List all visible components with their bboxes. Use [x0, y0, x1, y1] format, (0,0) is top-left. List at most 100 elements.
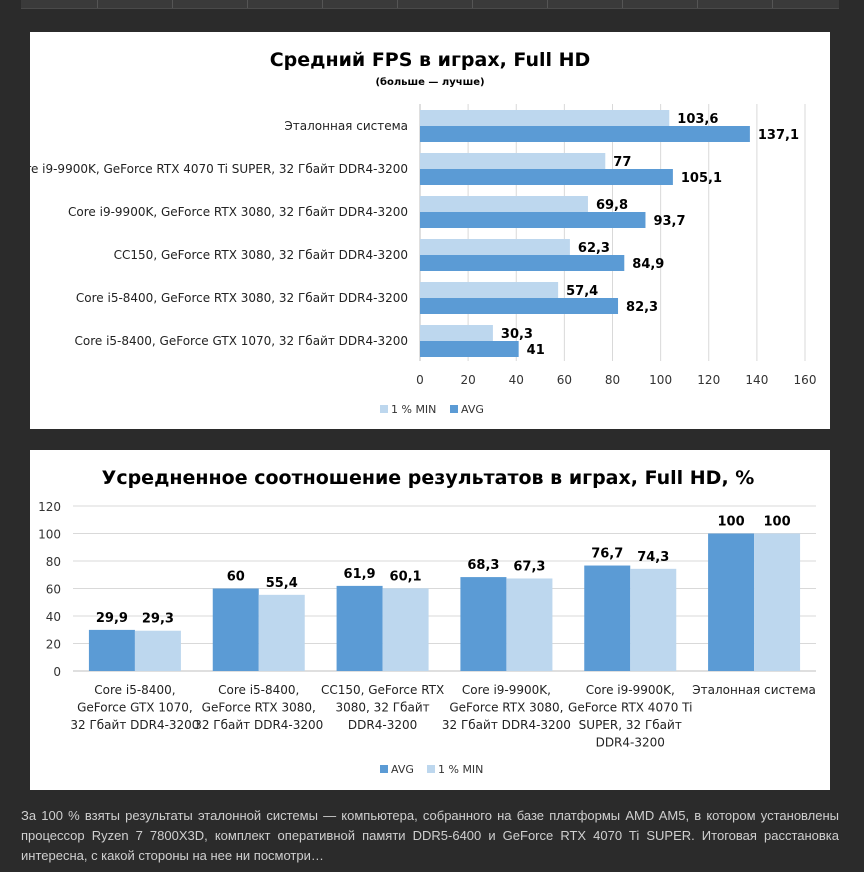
- category-label: Core i5-8400, GeForce GTX 1070, 32 Гбайт…: [74, 334, 408, 348]
- category-label: Core i9-9900K, GeForce RTX 4070 Ti SUPER…: [30, 162, 408, 176]
- bar-min: [420, 239, 570, 255]
- chart-subtitle: (больше — лучше): [375, 76, 484, 88]
- legend-swatch: [427, 765, 435, 773]
- bar-min: [630, 568, 677, 671]
- strip-separator: [622, 0, 623, 8]
- legend-label: 1 % MIN: [438, 763, 483, 776]
- bar-avg: [420, 169, 673, 185]
- x-tick-label: 80: [605, 373, 620, 387]
- x-tick-label: 160: [794, 373, 817, 387]
- chart-title: Средний FPS в играх, Full HD: [270, 49, 591, 71]
- strip-separator: [247, 0, 248, 8]
- y-tick-label: 120: [38, 500, 61, 514]
- bar-min: [134, 630, 181, 671]
- ratio-chart-panel: Усредненное соотношение результатов в иг…: [30, 450, 830, 790]
- data-label: 57,4: [566, 284, 598, 299]
- ratio-bar-chart: Усредненное соотношение результатов в иг…: [38, 467, 816, 776]
- x-tick-label: 140: [745, 373, 768, 387]
- data-label: 100: [764, 515, 791, 530]
- strip-separator: [172, 0, 173, 8]
- category-label-line: DDR4-3200: [596, 736, 665, 750]
- x-tick-label: 60: [557, 373, 572, 387]
- legend-label: AVG: [391, 763, 414, 776]
- data-label: 84,9: [632, 257, 664, 272]
- bar-avg: [336, 585, 383, 671]
- bar-avg: [708, 533, 755, 671]
- category-label: Core i5-8400, GeForce RTX 3080, 32 Гбайт…: [76, 291, 408, 305]
- category-label-line: Core i9-9900K,: [586, 683, 675, 697]
- strip-separator: [772, 0, 773, 8]
- category-label-line: Эталонная система: [692, 683, 816, 697]
- data-label: 103,6: [677, 112, 718, 127]
- category-label-line: 32 Гбайт DDR4-3200: [442, 718, 571, 732]
- category-label-line: GeForce RTX 4070 Ti: [568, 701, 692, 715]
- category-label-line: 32 Гбайт DDR4-3200: [194, 718, 323, 732]
- data-label: 100: [718, 515, 745, 530]
- strip-separator: [97, 0, 98, 8]
- category-label: Core i9-9900K, GeForce RTX 4070 Ti SUPER, …: [568, 683, 692, 750]
- data-label: 29,9: [96, 611, 128, 626]
- bar-avg: [88, 629, 135, 671]
- strip-separator: [322, 0, 323, 8]
- data-label: 105,1: [681, 171, 722, 186]
- data-label: 61,9: [344, 567, 376, 582]
- x-tick-label: 20: [460, 373, 475, 387]
- legend-swatch: [380, 405, 388, 413]
- data-label: 60,1: [390, 569, 422, 584]
- bar-min: [754, 533, 801, 671]
- bar-avg: [420, 126, 750, 142]
- chart-caption: За 100 % взяты результаты эталонной сист…: [21, 808, 839, 863]
- data-label: 30,3: [501, 327, 533, 342]
- category-label-line: Core i9-9900K,: [462, 683, 551, 697]
- data-label: 29,3: [142, 612, 174, 627]
- category-label: Эталонная система: [692, 683, 816, 697]
- category-label: Core i5-8400, GeForce GTX 1070, 32 Гбайт D…: [70, 683, 199, 732]
- legend-label: 1 % MIN: [391, 403, 436, 416]
- category-label: CC150, GeForce RTX 3080, 32 Гбайт DDR4-3…: [114, 248, 408, 262]
- bar-avg: [420, 255, 625, 271]
- legend-swatch: [450, 405, 458, 413]
- data-label: 77: [613, 155, 631, 170]
- y-tick-label: 100: [38, 528, 61, 542]
- category-label-line: GeForce GTX 1070,: [77, 701, 193, 715]
- category-label-line: CC150, GeForce RTX: [321, 683, 444, 697]
- bar-avg: [212, 588, 259, 671]
- data-label: 74,3: [637, 550, 669, 565]
- bar-min: [382, 588, 429, 671]
- y-tick-label: 60: [46, 583, 61, 597]
- bar-avg: [420, 212, 646, 228]
- bar-min: [420, 325, 493, 341]
- strip-separator: [697, 0, 698, 8]
- top-strip: [21, 0, 839, 9]
- category-label-line: Core i5-8400,: [94, 683, 175, 697]
- category-label-line: GeForce RTX 3080,: [449, 701, 563, 715]
- strip-separator: [472, 0, 473, 8]
- data-label: 69,8: [596, 198, 628, 213]
- category-label: Core i9-9900K, GeForce RTX 3080, 32 Гбай…: [68, 205, 408, 219]
- data-label: 67,3: [513, 559, 545, 574]
- data-label: 62,3: [578, 241, 610, 256]
- strip-separator: [547, 0, 548, 8]
- x-tick-label: 120: [697, 373, 720, 387]
- category-label-line: 32 Гбайт DDR4-3200: [70, 718, 199, 732]
- data-label: 68,3: [467, 558, 499, 573]
- category-label: Core i9-9900K, GeForce RTX 3080, 32 Гбайт …: [442, 683, 571, 732]
- category-label-line: GeForce RTX 3080,: [202, 701, 316, 715]
- category-label: CC150, GeForce RTX 3080, 32 Гбайт DDR4-320…: [321, 683, 444, 732]
- fps-bar-chart: Средний FPS в играх, Full HD (больше — лу…: [30, 49, 817, 416]
- fps-chart-panel: Средний FPS в играх, Full HD (больше — лу…: [30, 32, 830, 429]
- bar-avg: [420, 341, 519, 357]
- data-label: 93,7: [653, 214, 685, 229]
- chart-title: Усредненное соотношение результатов в иг…: [102, 467, 755, 489]
- strip-separator: [397, 0, 398, 8]
- y-tick-label: 40: [46, 610, 61, 624]
- x-tick-label: 40: [509, 373, 524, 387]
- category-label-line: Core i5-8400,: [218, 683, 299, 697]
- bar-min: [420, 196, 588, 212]
- bar-min: [420, 110, 670, 126]
- category-label: Эталонная система: [284, 119, 408, 133]
- data-label: 137,1: [758, 128, 799, 143]
- legend-label: AVG: [461, 403, 484, 416]
- bar-min: [258, 594, 305, 671]
- bar-min: [506, 578, 553, 671]
